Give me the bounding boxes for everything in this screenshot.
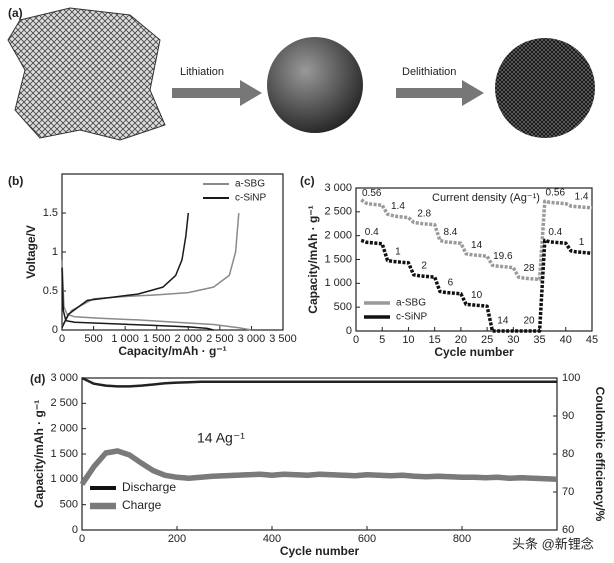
- x-tick-label: 3 000: [238, 333, 266, 345]
- graphene-cage: [7, 7, 166, 141]
- x-tick-label: 10: [402, 334, 414, 346]
- y-tick-label: 500: [334, 301, 352, 313]
- x-tick-label: 200: [168, 533, 186, 545]
- y2-tick-label: 100: [562, 372, 580, 384]
- current-density-label: 1: [395, 246, 401, 257]
- y-tick-label: 2 000: [324, 230, 352, 242]
- panel-label: (d): [30, 372, 45, 386]
- x-tick-label: 0: [353, 334, 359, 346]
- data-line: [81, 376, 557, 388]
- x-axis-label: Capacity/mAh · g⁻¹: [118, 344, 226, 358]
- lithiated-particle: [267, 37, 363, 133]
- x-tick-label: 5: [379, 334, 385, 346]
- x-axis-label: Cycle number: [434, 345, 514, 359]
- current-density-label: 6: [448, 277, 454, 288]
- data-line: [79, 448, 558, 486]
- y-tick-label: 0: [72, 524, 78, 536]
- y2-tick-label: 60: [562, 524, 574, 536]
- legend-label: c-SiNP: [235, 193, 266, 204]
- panel-label: (a): [8, 6, 23, 20]
- arrow: [396, 80, 484, 106]
- x-tick-label: 0: [59, 333, 65, 345]
- y2-tick-label: 80: [562, 448, 574, 460]
- watermark: 头条 @新锂念: [512, 536, 594, 551]
- x-tick-label: 2 500: [206, 333, 234, 345]
- y-tick-label: 1: [52, 246, 58, 258]
- x-tick-label: 30: [507, 334, 519, 346]
- x-axis-label: Cycle number: [280, 544, 360, 558]
- current-density-label: 1.4: [391, 201, 405, 212]
- y-tick-label: 1 000: [50, 473, 78, 485]
- current-density-label: 0.4: [548, 227, 562, 238]
- y-axis-label: Voltage/V: [24, 225, 38, 279]
- panel-label: (c): [300, 174, 315, 188]
- y-tick-label: 2 000: [50, 423, 78, 435]
- current-density-label: 10: [471, 290, 483, 301]
- x-tick-label: 400: [263, 533, 281, 545]
- y-axis-label: Capacity/mAh · g⁻¹: [32, 400, 46, 508]
- legend-label: Charge: [122, 498, 162, 512]
- x-tick-label: 1 500: [143, 333, 171, 345]
- y-tick-label: 1 500: [324, 253, 352, 265]
- y-tick-label: 3 000: [324, 182, 352, 194]
- y2-tick-label: 90: [562, 410, 574, 422]
- step-label: Lithiation: [180, 66, 224, 78]
- x-tick-label: 25: [481, 334, 493, 346]
- x-tick-label: 15: [429, 334, 441, 346]
- y2-axis-label: Coulombic efficiency/%: [593, 387, 607, 522]
- panel-label: (b): [8, 174, 23, 188]
- y-tick-label: 1.5: [43, 207, 58, 219]
- y-tick-label: 0.5: [43, 285, 58, 297]
- current-density-label: 2: [421, 261, 427, 272]
- x-tick-label: 1 000: [111, 333, 139, 345]
- data-line: [360, 198, 593, 282]
- data-line: [360, 238, 593, 333]
- step-label: Delithiation: [402, 66, 456, 78]
- x-tick-label: 20: [455, 334, 467, 346]
- data-line: [61, 212, 214, 331]
- x-tick-label: 3 500: [269, 333, 297, 345]
- x-tick-label: 2 000: [175, 333, 203, 345]
- y-axis-label: Capacity/mAh · g⁻¹: [306, 205, 320, 313]
- current-density-label: 1: [579, 237, 585, 248]
- annotation: Current density (Ag⁻¹): [432, 192, 540, 204]
- current-density-label: 0.56: [362, 188, 382, 199]
- current-density-label: 0.56: [546, 187, 566, 198]
- x-tick-label: 0: [79, 533, 85, 545]
- x-tick-label: 600: [358, 533, 376, 545]
- legend-label: Discharge: [122, 480, 176, 494]
- x-tick-label: 800: [453, 533, 471, 545]
- x-tick-label: 35: [533, 334, 545, 346]
- y-tick-label: 2 500: [324, 206, 352, 218]
- current-density-label: 14: [497, 316, 509, 327]
- y2-tick-label: 70: [562, 486, 574, 498]
- data-line: [61, 212, 252, 331]
- x-tick-label: 45: [586, 334, 598, 346]
- current-density-label: 0.4: [365, 227, 379, 238]
- y-tick-label: 0: [52, 324, 58, 336]
- x-tick-label: 40: [560, 334, 572, 346]
- current-density-label: 14: [471, 240, 483, 251]
- current-density-label: 28: [524, 263, 536, 274]
- legend-label: a-SBG: [235, 179, 265, 190]
- y-tick-label: 2 500: [50, 397, 78, 409]
- legend-label: c-SiNP: [396, 312, 427, 323]
- delithiated-particle: [495, 38, 595, 138]
- y-tick-label: 1 500: [50, 448, 78, 460]
- annotation: 14 Ag⁻¹: [197, 430, 245, 446]
- current-density-label: 2.8: [417, 208, 431, 219]
- y-tick-label: 3 000: [50, 372, 78, 384]
- current-density-label: 19.6: [493, 251, 513, 262]
- y-tick-label: 500: [60, 499, 78, 511]
- current-density-label: 8.4: [443, 227, 457, 238]
- x-tick-label: 500: [84, 333, 102, 345]
- current-density-label: 20: [524, 316, 536, 327]
- legend-label: a-SBG: [396, 298, 426, 309]
- y-tick-label: 1 000: [324, 277, 352, 289]
- current-density-label: 1.4: [575, 192, 589, 203]
- y-tick-label: 0: [346, 325, 352, 337]
- arrow: [172, 80, 262, 106]
